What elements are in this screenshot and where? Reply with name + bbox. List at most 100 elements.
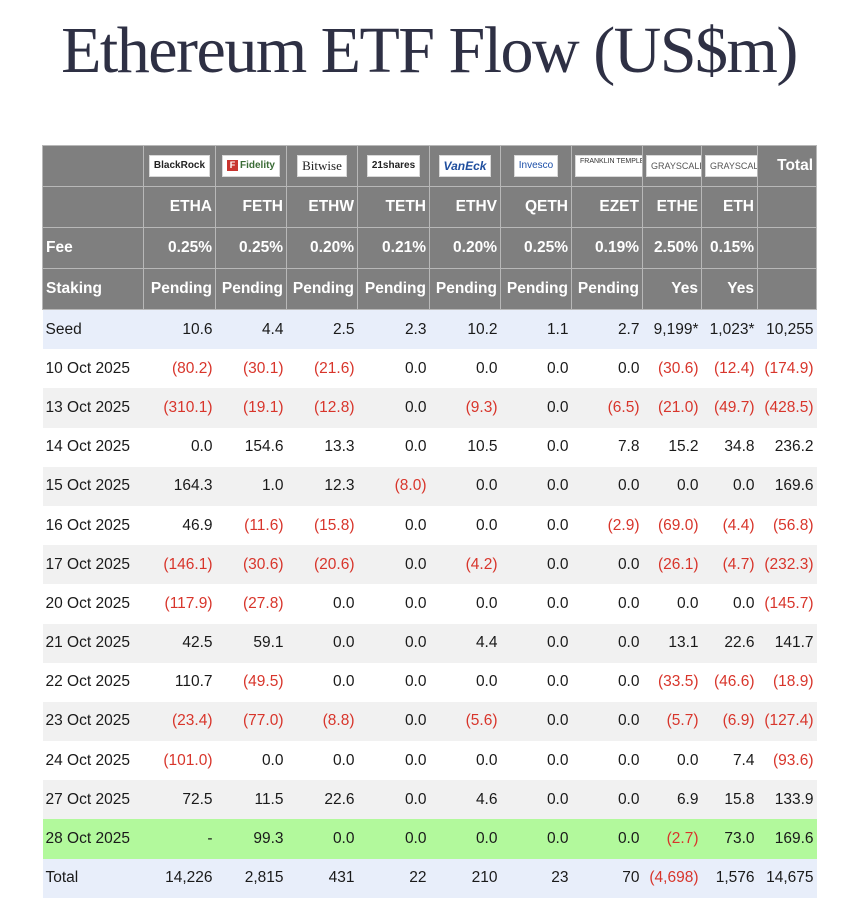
date-row: 13 Oct 2025 (310.1) (19.1) (12.8) 0.0 (9.3) 0.… bbox=[42, 388, 817, 428]
flow-cell: 0.0 bbox=[571, 349, 643, 389]
row-label: 10 Oct 2025 bbox=[42, 349, 144, 389]
flow-cell: (12.4) bbox=[701, 349, 758, 389]
flow-cell: (30.6) bbox=[642, 349, 702, 389]
flow-cell: (101.0) bbox=[143, 741, 216, 781]
total-row: Total 14,226 2,815 431 22 210 23 70 (4,698) 1,576… bbox=[42, 858, 817, 898]
flow-cell: (8.0) bbox=[357, 466, 430, 506]
flow-cell: (20.6) bbox=[286, 545, 358, 585]
flow-cell: 0.0 bbox=[500, 505, 572, 546]
fee-cell: 0.21% bbox=[357, 227, 430, 269]
flow-cell: 1.1 bbox=[500, 309, 572, 350]
date-row: 23 Oct 2025 (23.4) (77.0) (8.8) 0.0 (5.6) 0.0 0… bbox=[42, 701, 817, 742]
flow-cell: 0.0 bbox=[642, 466, 702, 506]
flow-cell: 2.3 bbox=[357, 309, 430, 350]
row-total-cell: 236.2 bbox=[757, 427, 817, 467]
flow-cell: 7.8 bbox=[571, 427, 643, 467]
flow-cell: 70 bbox=[571, 858, 643, 898]
flow-cell: 34.8 bbox=[701, 427, 758, 467]
flow-cell: 4.4 bbox=[215, 309, 287, 350]
ticker-cell: ETHV bbox=[429, 186, 501, 228]
flow-cell: (12.8) bbox=[286, 388, 358, 428]
date-row: 24 Oct 2025 (101.0) 0.0 0.0 0.0 0.0 0.0 0.0 0.0 7… bbox=[42, 741, 817, 781]
franklin-templeton-logo: FRANKLIN TEMPLETON bbox=[571, 145, 643, 187]
staking-cell: Pending bbox=[357, 268, 430, 310]
flow-cell: 0.0 bbox=[429, 505, 501, 546]
flow-cell: (30.1) bbox=[215, 349, 287, 389]
flow-cell: 164.3 bbox=[143, 466, 216, 506]
flow-cell: 0.0 bbox=[357, 349, 430, 389]
flow-cell: (310.1) bbox=[143, 388, 216, 428]
flow-cell: 0.0 bbox=[500, 427, 572, 467]
row-label: 24 Oct 2025 bbox=[42, 741, 144, 781]
flow-cell: (26.1) bbox=[642, 545, 702, 585]
grayscale-logo: GRAYSCALE bbox=[701, 145, 758, 187]
invesco-logo: Invesco bbox=[500, 145, 572, 187]
flow-cell: 1.0 bbox=[215, 466, 287, 506]
flow-cell: 1,576 bbox=[701, 858, 758, 898]
date-row: 16 Oct 2025 46.9 (11.6) (15.8) 0.0 0.0 0.0 (2.9… bbox=[42, 505, 817, 546]
flow-cell: (146.1) bbox=[143, 545, 216, 585]
fee-cell: 0.25% bbox=[215, 227, 287, 269]
flow-cell: 0.0 bbox=[429, 741, 501, 781]
ticker-cell: ETHW bbox=[286, 186, 358, 228]
flow-cell: 0.0 bbox=[500, 584, 572, 624]
flow-cell: (30.6) bbox=[215, 545, 287, 585]
flow-cell: (2.7) bbox=[642, 819, 702, 859]
flow-cell: (6.5) bbox=[571, 388, 643, 428]
flow-cell: 0.0 bbox=[286, 741, 358, 781]
ticker-cell: EZET bbox=[571, 186, 643, 228]
flow-cell: 0.0 bbox=[500, 349, 572, 389]
flow-cell: 11.5 bbox=[215, 780, 287, 820]
flow-cell: 0.0 bbox=[357, 780, 430, 820]
row-label: 27 Oct 2025 bbox=[42, 780, 144, 820]
staking-cell: Pending bbox=[215, 268, 287, 310]
date-row: 22 Oct 2025 110.7 (49.5) 0.0 0.0 0.0 0.0 0.0 (33… bbox=[42, 662, 817, 702]
fee-cell: 0.20% bbox=[286, 227, 358, 269]
row-label: 15 Oct 2025 bbox=[42, 466, 144, 506]
flow-cell: 42.5 bbox=[143, 623, 216, 663]
flow-cell: (5.6) bbox=[429, 701, 501, 742]
flow-cell: 0.0 bbox=[571, 584, 643, 624]
staking-label: Staking bbox=[42, 268, 144, 310]
row-label: 17 Oct 2025 bbox=[42, 545, 144, 585]
flow-cell: 0.0 bbox=[500, 819, 572, 859]
flow-cell: 15.8 bbox=[701, 780, 758, 820]
flow-cell: - bbox=[143, 819, 216, 859]
ticker-cell: FETH bbox=[215, 186, 287, 228]
flow-cell: (80.2) bbox=[143, 349, 216, 389]
row-total-cell: 133.9 bbox=[757, 780, 817, 820]
flow-cell: 0.0 bbox=[286, 662, 358, 702]
flow-cell: 0.0 bbox=[500, 662, 572, 702]
flow-cell: 0.0 bbox=[286, 819, 358, 859]
flow-cell: 0.0 bbox=[500, 466, 572, 506]
flow-cell: 0.0 bbox=[357, 701, 430, 742]
fee-label: Fee bbox=[42, 227, 144, 269]
flow-cell: (49.7) bbox=[701, 388, 758, 428]
flow-cell: 12.3 bbox=[286, 466, 358, 506]
flow-cell: 0.0 bbox=[357, 388, 430, 428]
flow-cell: 59.1 bbox=[215, 623, 287, 663]
flow-cell: 0.0 bbox=[571, 701, 643, 742]
flow-cell: 46.9 bbox=[143, 505, 216, 546]
flow-cell: 0.0 bbox=[701, 584, 758, 624]
row-label: Seed bbox=[42, 309, 144, 350]
flow-cell: 2.5 bbox=[286, 309, 358, 350]
flow-cell: 0.0 bbox=[642, 584, 702, 624]
staking-cell: Pending bbox=[429, 268, 501, 310]
date-row: 27 Oct 2025 72.5 11.5 22.6 0.0 4.6 0.0 0.0 6.9 15… bbox=[42, 780, 817, 820]
flow-cell: 110.7 bbox=[143, 662, 216, 702]
flow-cell: 2,815 bbox=[215, 858, 287, 898]
flow-cell: (33.5) bbox=[642, 662, 702, 702]
grayscale-logo: GRAYSCALE bbox=[642, 145, 702, 187]
fee-cell: 0.15% bbox=[701, 227, 758, 269]
row-total-cell: (428.5) bbox=[757, 388, 817, 428]
flow-cell: 7.4 bbox=[701, 741, 758, 781]
row-label: 21 Oct 2025 bbox=[42, 623, 144, 663]
flow-cell: 0.0 bbox=[357, 584, 430, 624]
flow-cell: 13.3 bbox=[286, 427, 358, 467]
row-label: 16 Oct 2025 bbox=[42, 505, 144, 546]
flow-cell: 10.2 bbox=[429, 309, 501, 350]
etf-flow-table-container: BlackRock F Fidelity Bitwise 21shares Van… bbox=[42, 145, 817, 898]
row-total-cell: (18.9) bbox=[757, 662, 817, 702]
flow-cell: 1,023* bbox=[701, 309, 758, 350]
